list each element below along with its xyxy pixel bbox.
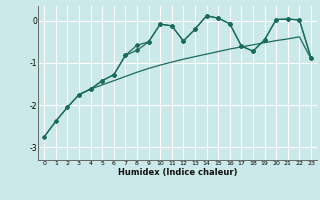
- X-axis label: Humidex (Indice chaleur): Humidex (Indice chaleur): [118, 168, 237, 177]
